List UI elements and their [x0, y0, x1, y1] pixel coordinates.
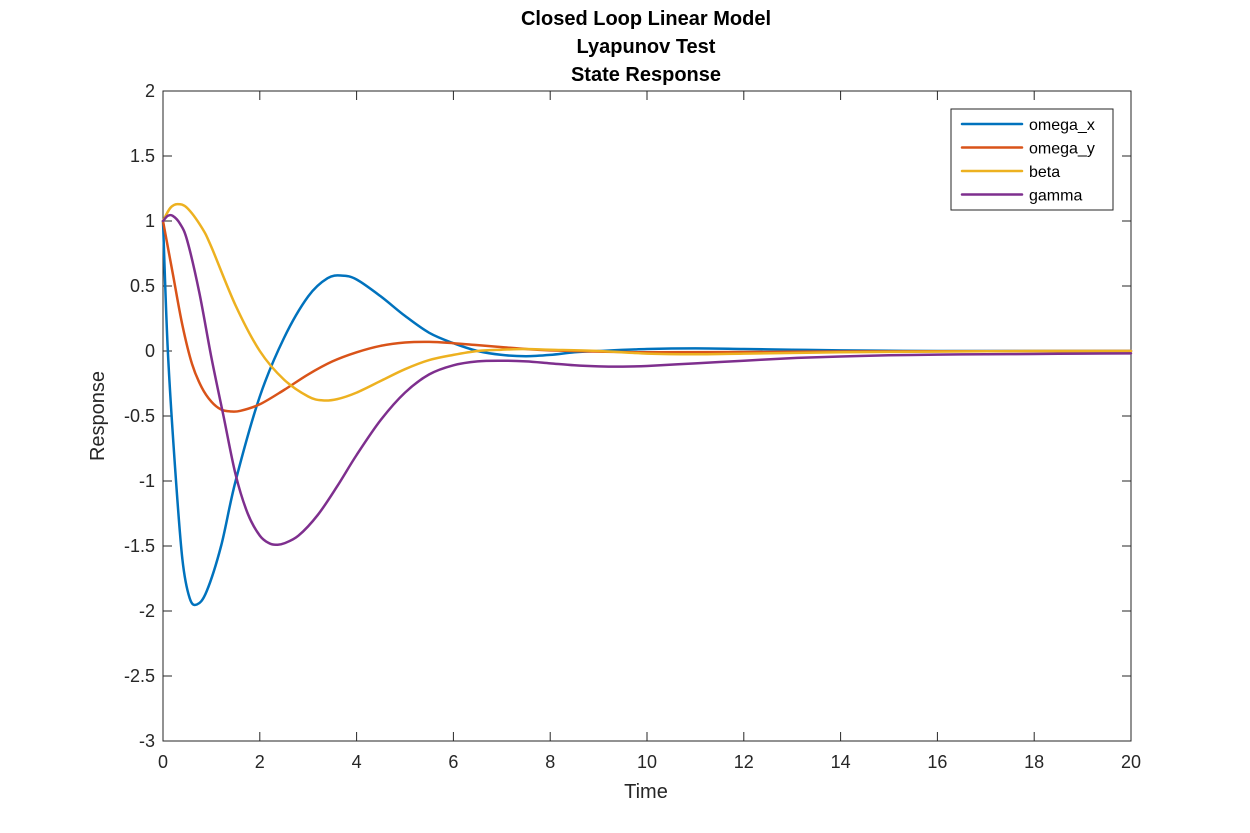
x-tick-label: 14 [831, 752, 851, 772]
y-tick-label: 1.5 [130, 146, 155, 166]
y-tick-label: 2 [145, 81, 155, 101]
series-line-beta [161, 202, 1133, 402]
series-line-gamma [161, 213, 1133, 546]
title-line-2: Lyapunov Test [577, 36, 716, 58]
x-tick-label: 6 [448, 752, 458, 772]
x-tick-label: 8 [545, 752, 555, 772]
legend-label-omega-x: omega_x [1029, 117, 1095, 134]
y-tick-label: 0 [145, 341, 155, 361]
y-tick-label: -2 [139, 601, 155, 621]
series-layer [161, 202, 1133, 607]
chart-title: Closed Loop Linear Model Lyapunov Test S… [521, 8, 771, 86]
x-tick-label: 18 [1024, 752, 1044, 772]
y-tick-label: -1 [139, 471, 155, 491]
y-tick-label: 1 [145, 211, 155, 231]
y-tick-label: 0.5 [130, 276, 155, 296]
y-tick-label: -0.5 [124, 406, 155, 426]
x-tick-label: 16 [927, 752, 947, 772]
y-tick-label: -3 [139, 731, 155, 751]
axis-ticks: 0 2 4 6 8 10 12 14 16 18 20 2 1.5 1 0.5 0 -0.5 -1 -1.5 -2 -2… [124, 81, 1141, 772]
x-axis-label: Time [624, 781, 668, 803]
series-line-omega-y [161, 219, 1133, 413]
legend-label-gamma: gamma [1029, 188, 1082, 205]
x-tick-label: 12 [734, 752, 754, 772]
title-line-3: State Response [571, 64, 721, 86]
x-tick-label: 0 [158, 752, 168, 772]
title-line-1: Closed Loop Linear Model [521, 8, 771, 30]
x-tick-label: 2 [255, 752, 265, 772]
x-tick-label: 20 [1121, 752, 1141, 772]
y-tick-label: -2.5 [124, 666, 155, 686]
series-line-omega-x [161, 219, 1133, 607]
x-tick-label: 10 [637, 752, 657, 772]
y-axis-label: Response [87, 371, 109, 461]
legend-label-omega-y: omega_y [1029, 141, 1095, 158]
legend-box [950, 108, 1114, 211]
y-tick-label: -1.5 [124, 536, 155, 556]
legend-label-beta: beta [1029, 164, 1060, 181]
x-tick-label: 4 [352, 752, 362, 772]
